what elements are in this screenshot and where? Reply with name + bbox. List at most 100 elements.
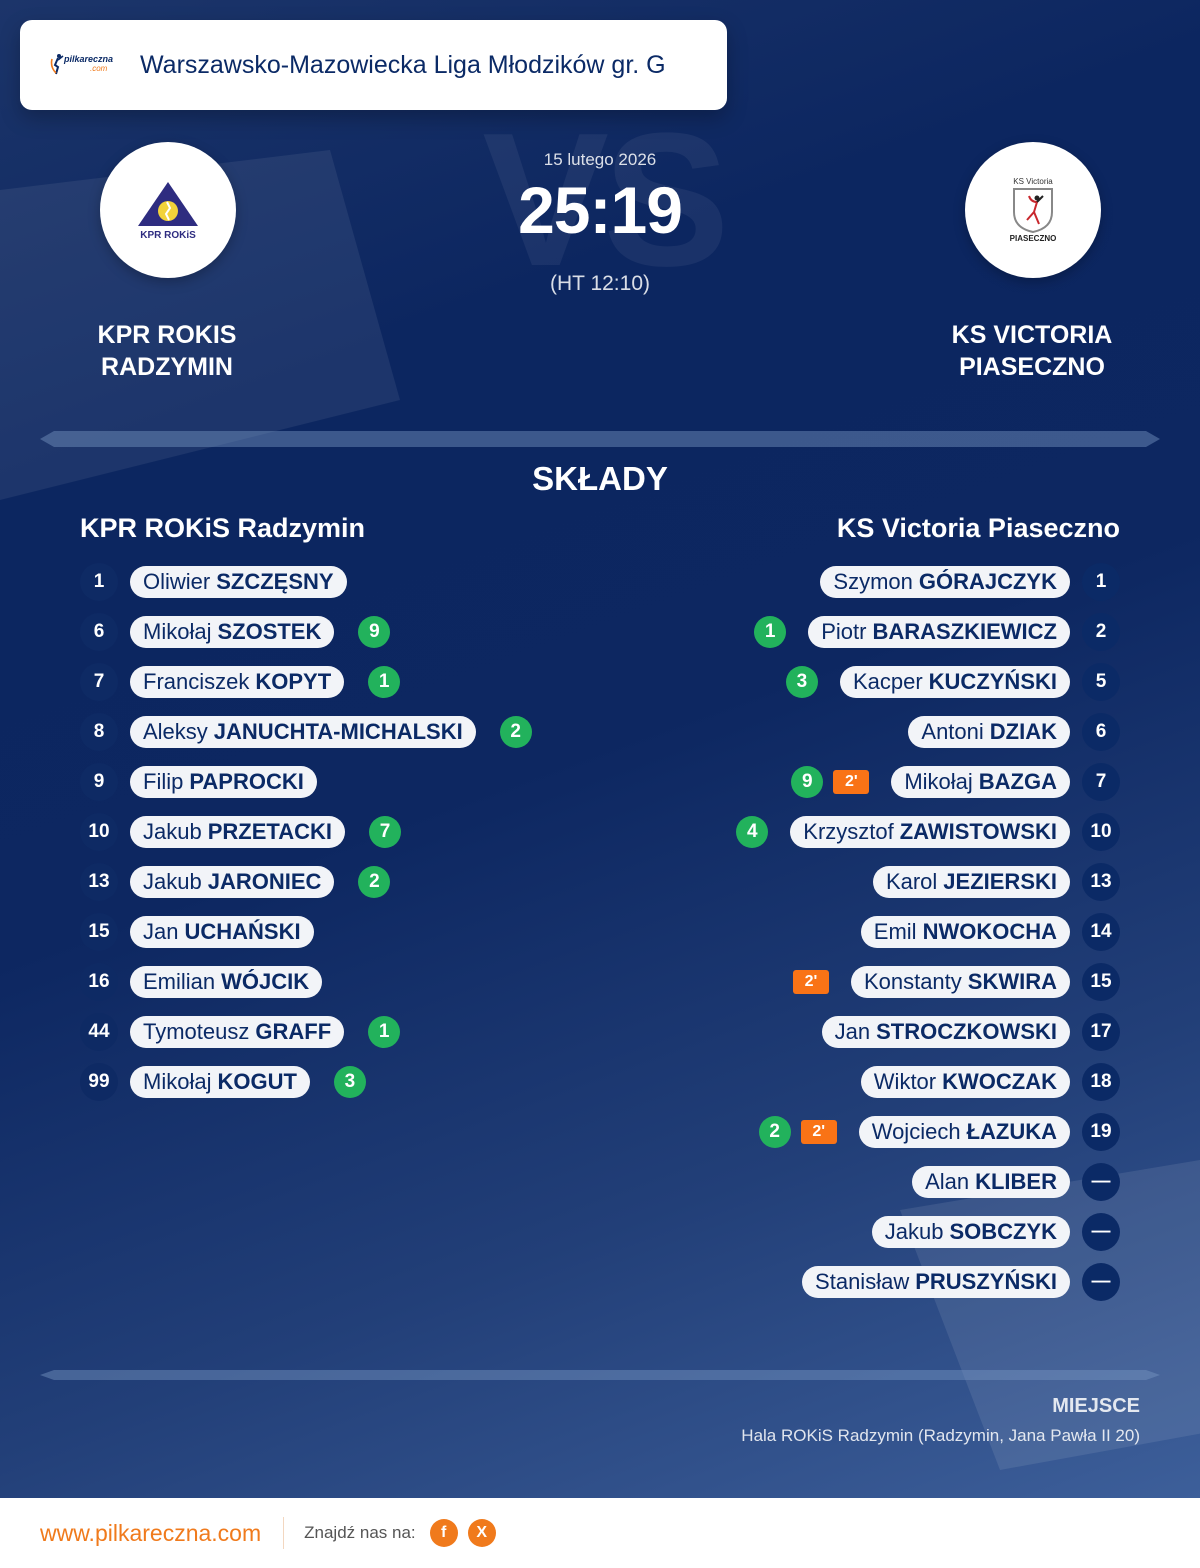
jersey-number: 1 (80, 563, 118, 601)
x-icon[interactable]: X (467, 1519, 496, 1547)
player-first-name: Franciszek (143, 669, 250, 694)
jersey-number: — (1082, 1213, 1120, 1251)
player-row: Emil NWOKOCHA 14 (736, 907, 1120, 957)
player-last-name: KWOCZAK (942, 1069, 1057, 1094)
player-name[interactable]: Jakub JARONIEC (130, 866, 335, 898)
brand-name: pilkareczna (64, 54, 114, 64)
away-roster: Szymon GÓRAJCZYK 1 1 Piotr BARASZKIEWICZ 2 3 Kac… (736, 557, 1120, 1307)
player-last-name: STROCZKOWSKI (876, 1019, 1057, 1044)
handball-player-icon (50, 54, 64, 75)
goals-badge: 2 (358, 866, 391, 898)
player-first-name: Mikołaj (143, 1069, 212, 1094)
player-row: 44 Tymoteusz GRAFF 1 (80, 1007, 532, 1057)
player-name[interactable]: Kacper KUCZYŃSKI (839, 666, 1070, 698)
goals-badge: 1 (754, 616, 787, 648)
player-name[interactable]: Karol JEZIERSKI (872, 866, 1070, 898)
player-first-name: Jakub (143, 819, 202, 844)
away-team-logo: KS Victoria PIASECZNO (965, 142, 1101, 278)
player-name[interactable]: Jakub PRZETACKI (130, 816, 345, 848)
league-title: Warszawsko-Mazowiecka Liga Młodzików gr.… (140, 50, 666, 79)
player-stats: 7 (368, 816, 401, 848)
player-first-name: Jan (834, 1019, 871, 1044)
jersey-number: 5 (1082, 663, 1120, 701)
player-row: Alan KLIBER — (736, 1157, 1120, 1207)
player-name[interactable]: Piotr BARASZKIEWICZ (808, 616, 1070, 648)
player-name[interactable]: Oliwier SZCZĘSNY (130, 566, 347, 598)
away-team-name-line1: KS VICTORIA (951, 321, 1113, 349)
player-name[interactable]: Mikołaj SZOSTEK (130, 616, 335, 648)
player-name[interactable]: Jan STROCZKOWSKI (821, 1016, 1070, 1048)
player-name[interactable]: Wiktor KWOCZAK (860, 1066, 1070, 1098)
player-row: Jakub SOBCZYK — (736, 1207, 1120, 1257)
player-first-name: Jan (143, 919, 179, 944)
vs-watermark: VS (482, 94, 729, 306)
player-row: 1 Oliwier SZCZĘSNY (80, 557, 532, 607)
home-lineup-title: KPR ROKiS Radzymin (80, 513, 366, 543)
halftime-score: (HT 12:10) (550, 272, 650, 295)
player-stats: 1 (368, 666, 401, 698)
home-team-name: KPR ROKIS RADZYMIN (47, 319, 287, 383)
player-last-name: UCHAŃSKI (184, 919, 301, 944)
player-first-name: Wojciech (871, 1119, 961, 1144)
player-row: 13 Jakub JARONIEC 2 (80, 857, 532, 907)
player-name[interactable]: Mikołaj KOGUT (130, 1066, 310, 1098)
player-first-name: Piotr (821, 619, 867, 644)
goals-badge: 2 (758, 1116, 791, 1148)
player-name[interactable]: Aleksy JANUCHTA-MICHALSKI (130, 716, 476, 748)
player-row: Szymon GÓRAJCZYK 1 (736, 557, 1120, 607)
jersey-number: 13 (80, 863, 118, 901)
site-link[interactable]: www.pilkareczna.com (40, 1519, 262, 1546)
player-name[interactable]: Emil NWOKOCHA (860, 916, 1070, 948)
pilkareczna-logo[interactable]: pilkareczna .com (50, 51, 120, 79)
goals-badge: 1 (368, 666, 401, 698)
player-row: Wiktor KWOCZAK 18 (736, 1057, 1120, 1107)
player-name[interactable]: Jan UCHAŃSKI (130, 916, 314, 948)
player-name[interactable]: Franciszek KOPYT (130, 666, 345, 698)
player-name[interactable]: Mikołaj BAZGA (891, 766, 1070, 798)
player-name[interactable]: Jakub SOBCZYK (871, 1216, 1070, 1248)
rokis-crest-icon (138, 181, 198, 226)
player-stats: 3 (785, 666, 818, 698)
brand-tld: .com (90, 64, 108, 73)
player-name[interactable]: Alan KLIBER (912, 1166, 1070, 1198)
jersey-number: 8 (80, 713, 118, 751)
jersey-number: 2 (1082, 613, 1120, 651)
player-first-name: Antoni (921, 719, 984, 744)
player-row: 6 Mikołaj SZOSTEK 9 (80, 607, 532, 657)
player-row: 99 Mikołaj KOGUT 3 (80, 1057, 532, 1107)
footer-separator (283, 1517, 285, 1549)
player-name[interactable]: Antoni DZIAK (908, 716, 1070, 748)
jersey-number: 6 (80, 613, 118, 651)
player-first-name: Stanisław (815, 1269, 910, 1294)
player-name[interactable]: Krzysztof ZAWISTOWSKI (790, 816, 1070, 848)
player-last-name: ZAWISTOWSKI (899, 819, 1057, 844)
player-name[interactable]: Szymon GÓRAJCZYK (820, 566, 1070, 598)
goals-badge: 1 (368, 1016, 401, 1048)
player-first-name: Jakub (143, 869, 202, 894)
jersey-number: 16 (80, 963, 118, 1001)
suspension-badge: 2' (833, 770, 870, 794)
jersey-number: 44 (80, 1013, 118, 1051)
player-last-name: KOPYT (255, 669, 332, 694)
player-name[interactable]: Wojciech ŁAZUKA (858, 1116, 1070, 1148)
facebook-icon[interactable]: f (429, 1519, 458, 1547)
jersey-number: 14 (1082, 913, 1120, 951)
player-row: Karol JEZIERSKI 13 (736, 857, 1120, 907)
player-last-name: KOGUT (217, 1069, 297, 1094)
player-first-name: Oliwier (143, 569, 211, 594)
player-first-name: Tymoteusz (143, 1019, 250, 1044)
jersey-number: 7 (1082, 763, 1120, 801)
jersey-number: 18 (1082, 1063, 1120, 1101)
player-last-name: DZIAK (989, 719, 1057, 744)
player-stats: 9 (358, 616, 391, 648)
player-name[interactable]: Filip PAPROCKI (130, 766, 317, 798)
player-name[interactable]: Emilian WÓJCIK (130, 966, 323, 998)
player-name[interactable]: Konstanty SKWIRA (850, 966, 1070, 998)
player-last-name: PAPROCKI (189, 769, 304, 794)
player-name[interactable]: Tymoteusz GRAFF (130, 1016, 345, 1048)
away-lineup-title: KS Victoria Piaseczno (836, 513, 1120, 543)
player-name[interactable]: Stanisław PRUSZYŃSKI (802, 1266, 1070, 1298)
player-stats: 2 (499, 716, 532, 748)
player-first-name: Mikołaj (143, 619, 212, 644)
player-row: Stanisław PRUSZYŃSKI — (736, 1257, 1120, 1307)
